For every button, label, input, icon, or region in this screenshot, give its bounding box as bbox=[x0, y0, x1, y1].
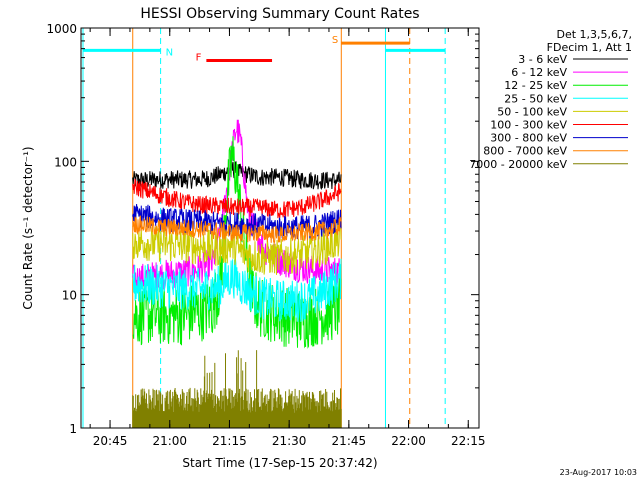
series-line bbox=[132, 258, 342, 322]
series-line bbox=[132, 178, 342, 219]
legend-entry-label: 12 - 25 keV bbox=[504, 79, 567, 92]
x-axis-label: Start Time (17-Sep-15 20:37:42) bbox=[182, 456, 377, 470]
x-tick-label: 21:45 bbox=[332, 434, 367, 448]
x-tick-label: 22:00 bbox=[391, 434, 426, 448]
legend-entry-label: 25 - 50 keV bbox=[504, 92, 567, 105]
series-layer bbox=[132, 119, 342, 428]
axis-layer: 20:45 21:00 21:15 21:30 21:45 22:00 22:15 1 10 10… bbox=[46, 22, 485, 448]
legend-entry-label: 800 - 7000 keV bbox=[483, 145, 567, 158]
x-tick-label: 21:15 bbox=[212, 434, 247, 448]
x-tick-label: 21:30 bbox=[272, 434, 307, 448]
legend-entry-label: 7000 - 20000 keV bbox=[469, 158, 567, 171]
legend: Det 1,3,5,6,7, FDecim 1, Att 1 3 - 6 keV… bbox=[469, 28, 632, 171]
legend-entry-label: 3 - 6 keV bbox=[518, 53, 567, 66]
plot-frame bbox=[80, 27, 480, 429]
y-tick-label: 1000 bbox=[46, 22, 77, 36]
attenuator-state-label: F bbox=[196, 53, 202, 64]
series-line bbox=[132, 222, 342, 275]
y-axis-label: Count Rate (s⁻¹ detector⁻¹) bbox=[21, 146, 35, 309]
legend-entry-label: 300 - 800 keV bbox=[490, 132, 567, 145]
series-line bbox=[132, 215, 342, 244]
attenuator-state-label: N bbox=[166, 47, 173, 58]
footer-date: 23-Aug-2017 10:03 bbox=[560, 468, 637, 477]
x-tick-label: 22:15 bbox=[451, 434, 486, 448]
y-tick-label: 10 bbox=[62, 289, 77, 303]
legend-header-line-2: FDecim 1, Att 1 bbox=[547, 41, 632, 54]
attenuator-state-label: S bbox=[332, 35, 338, 46]
x-tick-label: 21:00 bbox=[152, 434, 187, 448]
series-line bbox=[132, 350, 342, 428]
legend-entry-label: 6 - 12 keV bbox=[511, 66, 567, 79]
series-line bbox=[132, 136, 342, 349]
chart-title: HESSI Observing Summary Count Rates bbox=[140, 6, 419, 22]
y-tick-label: 1 bbox=[69, 422, 77, 436]
y-tick-label: 100 bbox=[54, 155, 77, 169]
series-line bbox=[132, 203, 342, 240]
legend-entry-label: 100 - 300 keV bbox=[490, 119, 567, 132]
x-tick-label: 20:45 bbox=[93, 434, 128, 448]
legend-entry-label: 50 - 100 keV bbox=[497, 105, 567, 118]
legend-header-line-1: Det 1,3,5,6,7, bbox=[556, 28, 632, 41]
